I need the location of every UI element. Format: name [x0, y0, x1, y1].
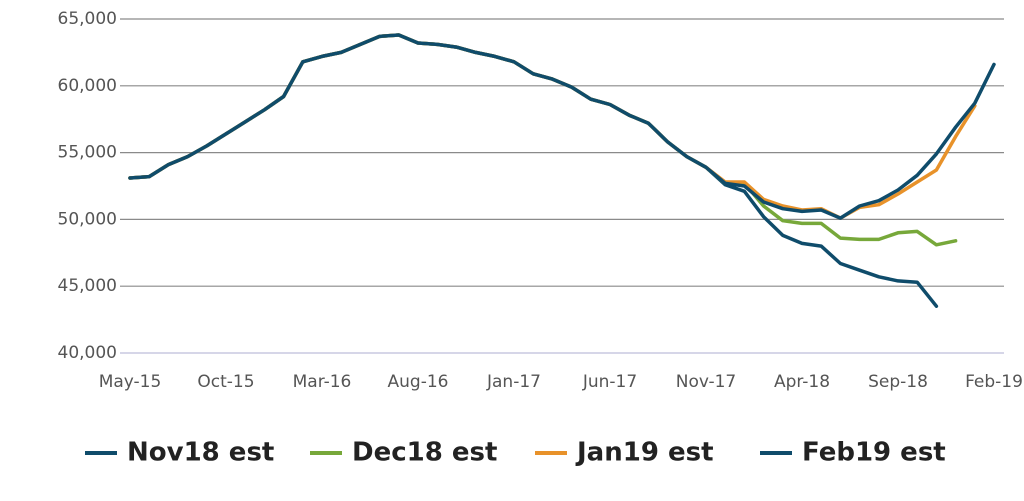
series-line: [128, 33, 939, 308]
y-tick-label: 45,000: [58, 276, 117, 296]
y-tick-label: 40,000: [58, 343, 117, 363]
y-tick-label: 60,000: [58, 76, 117, 96]
x-tick-label: Mar-16: [293, 372, 352, 392]
x-tick-label: Feb-19: [965, 372, 1023, 392]
x-tick-label: Oct-15: [197, 372, 254, 392]
series-line: [128, 33, 977, 220]
legend-label: Dec18 est: [352, 438, 497, 468]
y-tick-label: 55,000: [58, 143, 117, 163]
x-tick-label: Apr-18: [774, 372, 830, 392]
x-tick-label: Jun-17: [582, 372, 637, 392]
x-tick-label: May-15: [99, 372, 162, 392]
x-tick-label: Aug-16: [388, 372, 449, 392]
legend-label: Feb19 est: [802, 438, 946, 468]
legend-label: Jan19 est: [575, 438, 714, 468]
y-tick-label: 65,000: [58, 9, 117, 29]
x-tick-label: Jan-17: [486, 372, 541, 392]
series-line: [128, 33, 996, 220]
legend-label: Nov18 est: [127, 438, 274, 468]
x-tick-label: Nov-17: [676, 372, 737, 392]
x-tick-label: Sep-18: [868, 372, 928, 392]
y-tick-label: 50,000: [58, 209, 117, 229]
